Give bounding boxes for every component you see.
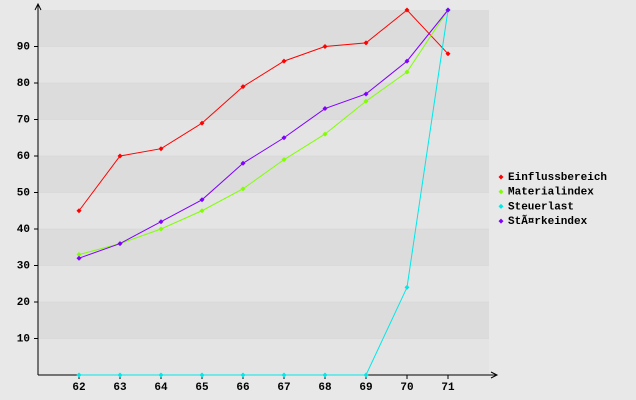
legend-marker: [498, 189, 504, 195]
legend-label: Einflussbereich: [508, 172, 607, 184]
data-point: [158, 219, 164, 225]
data-point: [117, 372, 123, 378]
data-point: [76, 208, 82, 214]
data-point: [117, 241, 123, 247]
data-point: [240, 84, 246, 90]
data-point: [404, 58, 410, 64]
series-line: [79, 9, 449, 376]
x-tick-label: 69: [359, 382, 372, 394]
grid-band: [38, 10, 489, 47]
data-point: [322, 44, 328, 49]
series-line: [78, 9, 449, 256]
x-tick-label: 62: [72, 382, 85, 394]
x-axis-arrow: [490, 371, 499, 379]
grid-band: [38, 192, 489, 229]
data-point: [363, 98, 369, 104]
data-point: [363, 91, 369, 97]
data-point: [76, 255, 82, 261]
series-line: [78, 9, 449, 212]
y-tick-label: 30: [17, 260, 30, 272]
x-tick-label: 71: [441, 382, 455, 394]
grid-band: [38, 265, 489, 302]
data-point: [404, 7, 410, 13]
data-point: [281, 58, 287, 64]
data-point: [117, 153, 123, 159]
data-point: [158, 226, 164, 232]
data-point: [240, 372, 246, 378]
y-tick-label: 20: [17, 297, 30, 309]
data-point: [158, 146, 164, 152]
legend-label: Steuerlast: [508, 201, 574, 213]
y-tick-label: 50: [17, 187, 30, 199]
x-tick-label: 64: [154, 382, 168, 394]
series-line: [78, 9, 449, 259]
legend-marker: [498, 203, 504, 209]
data-point: [322, 131, 328, 137]
y-tick-label: 90: [17, 41, 30, 53]
x-tick-label: 63: [113, 382, 127, 394]
grid-band: [38, 83, 489, 120]
data-point: [158, 372, 164, 378]
data-point: [445, 7, 451, 13]
data-point: [363, 372, 369, 378]
x-tick-label: 65: [195, 382, 209, 394]
legend-label: StÃ¤rkeindex: [508, 214, 588, 228]
data-point: [404, 69, 410, 75]
legend-label: Materialindex: [508, 187, 594, 199]
legend-marker: [498, 174, 504, 180]
data-point: [199, 372, 205, 378]
data-point: [363, 40, 369, 46]
y-tick-label: 70: [17, 114, 30, 126]
data-point: [281, 135, 287, 141]
data-point: [404, 284, 410, 290]
data-point: [281, 372, 287, 378]
x-tick-label: 70: [400, 382, 413, 394]
data-point: [76, 252, 82, 258]
y-tick-label: 10: [17, 333, 30, 345]
data-point: [322, 106, 328, 112]
data-point: [240, 186, 246, 192]
grid-band: [38, 338, 489, 375]
data-point: [240, 160, 246, 166]
grid-band: [38, 229, 489, 266]
grid-band: [38, 46, 489, 83]
data-point: [281, 157, 287, 163]
y-axis-arrow: [34, 2, 42, 11]
data-point: [322, 372, 328, 378]
y-tick-label: 60: [17, 151, 30, 163]
x-tick-label: 68: [318, 382, 332, 394]
x-tick-label: 67: [277, 382, 290, 394]
data-point: [76, 372, 82, 378]
data-point: [199, 208, 205, 214]
x-tick-label: 66: [236, 382, 249, 394]
y-tick-label: 80: [17, 78, 30, 90]
data-point: [199, 197, 205, 203]
data-point: [445, 51, 451, 57]
grid-band: [38, 119, 489, 156]
data-point: [199, 120, 205, 126]
grid-band: [38, 302, 489, 339]
y-tick-label: 40: [17, 224, 30, 236]
legend-marker: [498, 218, 504, 224]
